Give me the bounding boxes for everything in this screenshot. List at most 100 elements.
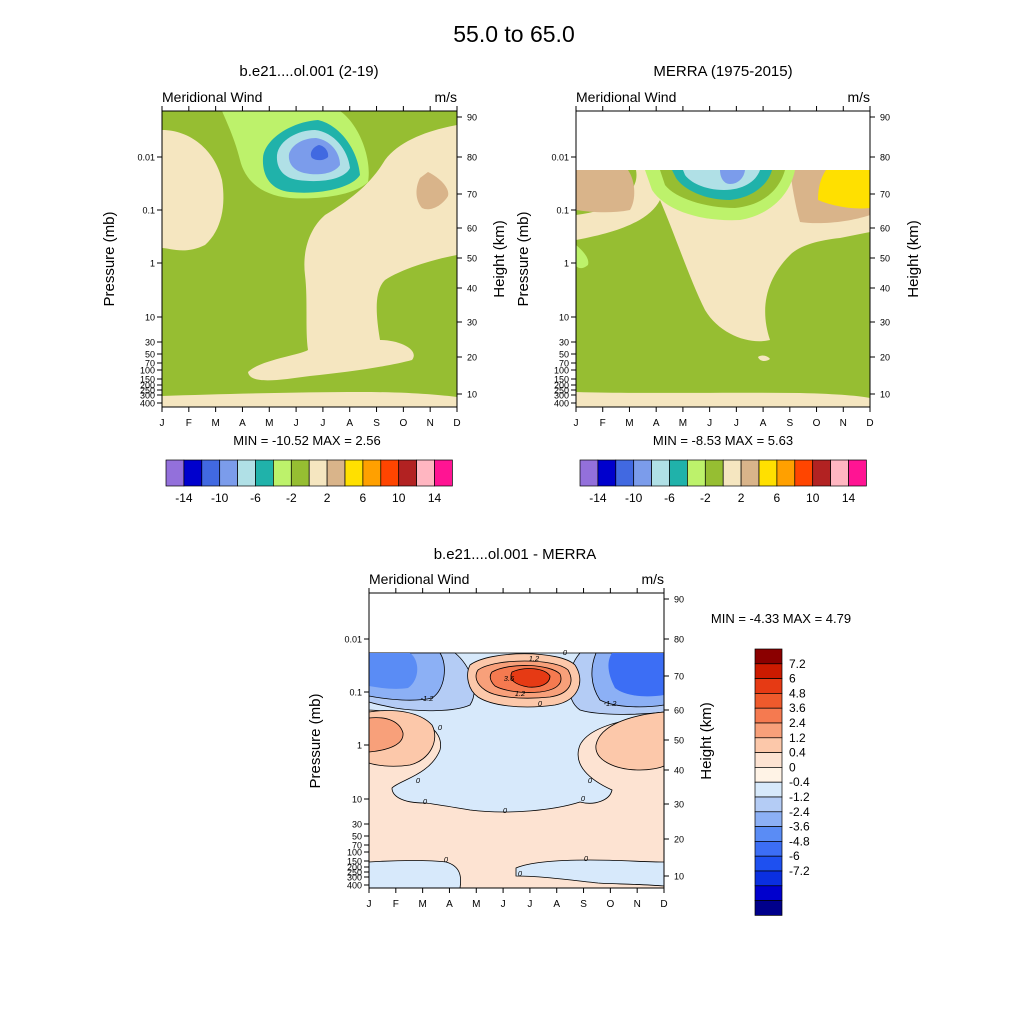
contour-label: 0 <box>518 869 523 878</box>
colorbar-label: -2 <box>286 491 297 505</box>
y-tick-label: 10 <box>352 795 362 805</box>
contour-fill-tan <box>758 355 770 362</box>
x-tick-label: D <box>453 418 460 429</box>
axis-label-pressure: Pressure (mb) <box>101 211 118 306</box>
colorbar-swatch <box>183 459 203 487</box>
colorbar-swatch <box>651 459 670 487</box>
x-tick-label: M <box>472 899 480 910</box>
y-right-tick-label: 40 <box>674 766 684 776</box>
x-tick-label: A <box>553 899 560 910</box>
colorbar-label: -7.2 <box>789 864 810 878</box>
x-tick-label: D <box>660 899 667 910</box>
colorbar-swatch <box>754 796 783 813</box>
x-tick-label: O <box>813 418 821 429</box>
y-tick-label: 150 <box>554 375 569 385</box>
x-tick-label: F <box>393 899 399 910</box>
colorbar-swatch <box>754 900 783 916</box>
colorbar-label: 0.4 <box>789 746 806 760</box>
y-tick-label: 400 <box>554 399 569 409</box>
colorbar-label: 0 <box>789 760 796 774</box>
contour-fill-pos2 <box>368 717 404 753</box>
colorbar-swatch <box>754 693 783 709</box>
y-tick-label: 0.1 <box>556 206 569 216</box>
colorbar-label: -2 <box>700 491 711 505</box>
contour-fill-blue <box>310 145 329 161</box>
y-tick-label: 0.1 <box>349 688 362 698</box>
right-label: m/s <box>434 89 457 105</box>
axes: J F M A M J J A S O N D0.010.1110305070100150200250… <box>551 106 890 429</box>
colorbar-label: 6 <box>774 491 781 505</box>
colorbar-swatch <box>754 648 783 665</box>
colorbar-swatch <box>434 459 453 487</box>
plot-area <box>368 592 665 889</box>
colorbar-swatch <box>398 459 417 487</box>
contour-fill-tan <box>660 200 870 342</box>
plot-area <box>161 110 458 408</box>
y-tick-label: 50 <box>145 350 155 360</box>
y-tick-label: 300 <box>554 391 569 401</box>
colorbar-swatch <box>754 841 783 857</box>
contour-label: 0 <box>538 699 543 708</box>
y-tick-label: 0.01 <box>344 635 362 645</box>
y-tick-label: 1 <box>357 741 362 751</box>
x-tick-label: J <box>734 418 739 429</box>
colorbar-label: 6 <box>789 672 796 686</box>
colorbar-swatch <box>416 459 435 487</box>
colorbar-label: 2 <box>738 491 745 505</box>
colorbar-swatch <box>812 459 831 487</box>
contour-fill-tan <box>162 392 457 407</box>
contour-fill-pos4 <box>510 668 551 688</box>
x-tick-label: S <box>373 418 380 429</box>
y-right-tick-label: 20 <box>467 353 477 363</box>
y-tick-label: 300 <box>347 873 362 883</box>
colorbar-label: -0.4 <box>789 775 810 789</box>
colorbar-swatch <box>754 737 783 753</box>
y-right-tick-label: 10 <box>674 872 684 882</box>
x-tick-label: A <box>239 418 246 429</box>
y-tick-label: 100 <box>554 366 569 376</box>
y-right-tick-label: 40 <box>467 284 477 294</box>
colorbar-swatch <box>579 459 599 487</box>
panel-title: MERRA (1975-2015) <box>653 63 792 80</box>
y-tick-label: 70 <box>559 359 569 369</box>
y-right-tick-label: 60 <box>880 224 890 234</box>
contour-label: 0 <box>438 723 443 732</box>
colorbar-swatch <box>754 885 783 901</box>
y-tick-label: 100 <box>347 848 362 858</box>
x-tick-label: M <box>211 418 219 429</box>
colorbar-swatch <box>201 459 221 487</box>
y-right-tick-label: 60 <box>674 706 684 716</box>
y-tick-label: 300 <box>140 391 155 401</box>
y-tick-label: 10 <box>145 313 155 323</box>
colorbar-label: -6 <box>789 849 800 863</box>
y-tick-label: 1 <box>150 259 155 269</box>
y-tick-label: 30 <box>352 820 362 830</box>
x-tick-label: S <box>580 899 587 910</box>
colorbar-swatch <box>704 459 724 487</box>
y-tick-label: 0.01 <box>137 153 155 163</box>
y-tick-label: 200 <box>140 381 155 391</box>
x-tick-label: J <box>160 418 165 429</box>
y-tick-label: 250 <box>140 386 155 396</box>
colorbar-label: -2.4 <box>789 805 810 819</box>
contour-label: 0 <box>563 648 568 657</box>
y-tick-label: 70 <box>352 841 362 851</box>
y-tick-label: 150 <box>140 375 155 385</box>
panel-model: b.e21....ol.001 (2-19) Meridional Wind m… <box>101 63 508 505</box>
colorbar-swatch <box>362 459 382 487</box>
colorbar-label: -14 <box>175 491 193 505</box>
contour-fill-brown <box>576 170 635 213</box>
y-right-tick-label: 90 <box>880 113 890 123</box>
colorbar-label: -10 <box>625 491 643 505</box>
y-tick-label: 400 <box>347 881 362 891</box>
y-tick-label: 200 <box>347 863 362 873</box>
colorbar-label: 1.2 <box>789 731 806 745</box>
panel-merra: MERRA (1975-2015) Meridional Wind m/s <box>515 63 922 505</box>
x-tick-label: D <box>866 418 873 429</box>
contour-fill-tan <box>162 130 224 251</box>
colorbar-label: -6 <box>664 491 675 505</box>
y-right-tick-label: 20 <box>674 835 684 845</box>
y-right-tick-label: 90 <box>467 113 477 123</box>
y-right-tick-label: 80 <box>880 153 890 163</box>
colorbar-label: 2.4 <box>789 716 806 730</box>
